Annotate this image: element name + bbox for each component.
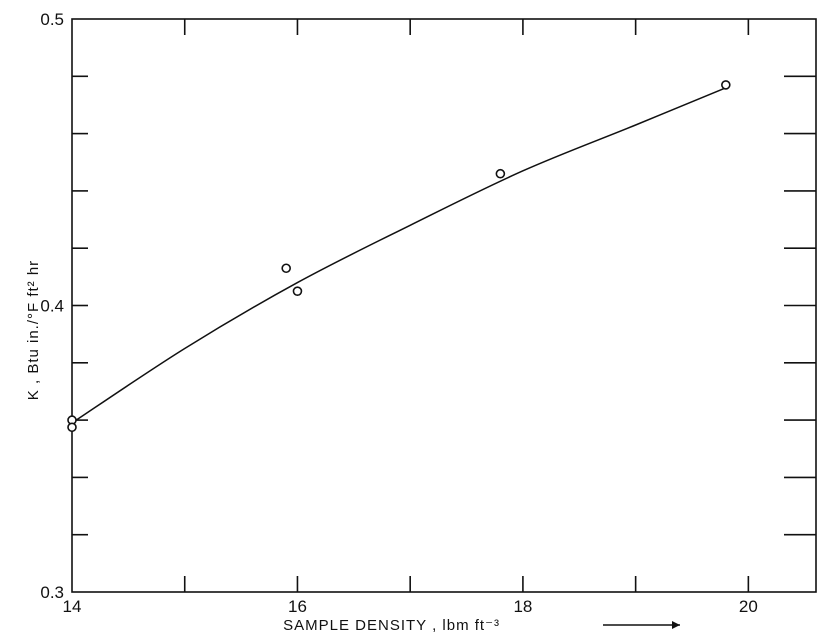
data-point xyxy=(67,422,77,433)
x-axis-arrow-head xyxy=(672,621,680,629)
y-tick-label: 0.4 xyxy=(40,297,64,316)
y-tick-label: 0.5 xyxy=(40,10,64,29)
x-tick-label: 16 xyxy=(288,597,307,616)
y-axis-title: K , Btu in./°F ft² hr xyxy=(25,260,42,400)
data-point xyxy=(721,80,731,90)
x-axis-title: SAMPLE DENSITY , lbm ft⁻³ xyxy=(283,617,500,634)
data-points xyxy=(67,80,731,433)
tick-labels: 14 16 18 20 0.3 0.4 0.5 xyxy=(40,10,757,616)
data-point xyxy=(495,168,506,179)
ticks xyxy=(72,19,816,592)
x-tick-label: 18 xyxy=(513,597,532,616)
y-tick-label: 0.3 xyxy=(40,583,64,602)
plot-frame xyxy=(71,18,817,593)
fit-curve xyxy=(71,87,727,424)
data-point xyxy=(292,286,303,296)
data-point xyxy=(281,263,291,274)
x-tick-label: 14 xyxy=(63,597,82,616)
x-tick-label: 20 xyxy=(739,597,758,616)
